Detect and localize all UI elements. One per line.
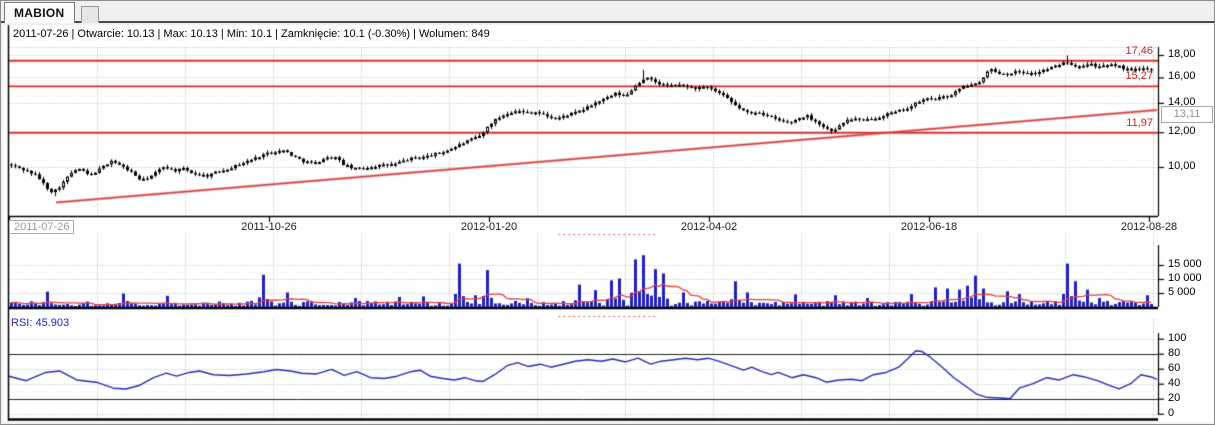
- rsi-axis-label: 20: [1168, 391, 1181, 404]
- price-level-label: 17,46: [1125, 44, 1153, 57]
- volume-pane[interactable]: [9, 241, 1158, 307]
- date-axis-label: 2012-04-02: [680, 221, 738, 233]
- price-axis-label: 12,00: [1168, 125, 1196, 138]
- info-bar-text: 2011-07-26 | Otwarcie: 10.13 | Max: 10.1…: [13, 28, 490, 40]
- price-axis-label: 10,00: [1168, 160, 1196, 172]
- price-axis-label: 18,00: [1168, 48, 1196, 60]
- rsi-axis-label: 0: [1168, 406, 1175, 419]
- rsi-axis-label: 60: [1168, 361, 1181, 374]
- price-level-label: 11,97: [1126, 116, 1153, 129]
- volume-axis-label: 10 000: [1168, 272, 1202, 284]
- rsi-axis-label: 100: [1168, 331, 1187, 344]
- rsi-axis-label: 40: [1168, 376, 1181, 389]
- rsi-pane[interactable]: [9, 319, 1158, 419]
- price-axis-label: 14,00: [1168, 95, 1196, 108]
- rsi-axis-label: 80: [1168, 346, 1181, 359]
- date-axis-label: 2012-08-28: [1120, 221, 1178, 233]
- date-axis-label: 2012-06-18: [900, 221, 958, 233]
- crosshair-date-box: 2011-07-26: [9, 220, 75, 234]
- price-pane[interactable]: [9, 47, 1158, 216]
- date-axis-label: 2012-01-20: [460, 221, 518, 233]
- date-axis-label: 2011-10-26: [241, 221, 297, 233]
- tab-mabion[interactable]: MABION: [4, 2, 76, 23]
- tab-stub[interactable]: [81, 6, 99, 23]
- volume-axis-label: 15 000: [1168, 258, 1202, 270]
- rsi-value-label: RSI: 45.903: [11, 317, 70, 329]
- volume-axis-label: 5 000: [1168, 286, 1196, 298]
- crosshair-price-box: 13,11: [1161, 106, 1213, 124]
- price-axis-label: 16,00: [1168, 70, 1196, 83]
- tab-bar: MABION: [1, 1, 1214, 23]
- price-level-label: 15,27: [1125, 70, 1153, 83]
